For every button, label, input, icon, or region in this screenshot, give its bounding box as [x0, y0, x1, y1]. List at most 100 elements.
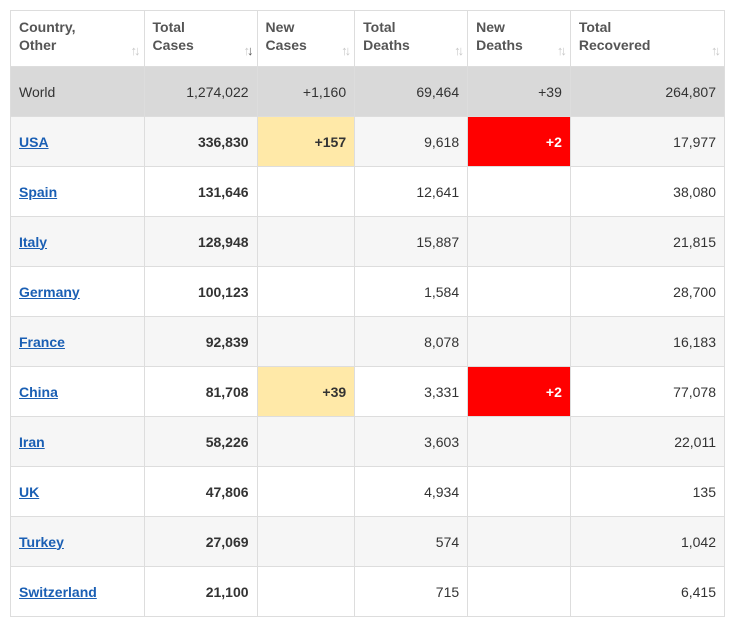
cell-total-deaths: 3,331: [355, 367, 468, 417]
cell-total-recovered: 21,815: [570, 217, 724, 267]
col-label: Country,Other: [19, 19, 76, 54]
cell-total-deaths: 9,618: [355, 117, 468, 167]
sort-icon: ↑↓: [131, 43, 138, 58]
cell-new-cases: +1,160: [257, 67, 355, 117]
sort-icon: ↑↓: [557, 43, 564, 58]
col-label: TotalRecovered: [579, 19, 651, 54]
country-link[interactable]: Germany: [19, 284, 80, 300]
table-row: France92,8398,07816,183: [11, 317, 725, 367]
col-header-new-deaths[interactable]: NewDeaths ↑↓: [468, 11, 571, 67]
col-label: TotalDeaths: [363, 19, 410, 54]
cell-country: Italy: [11, 217, 145, 267]
cell-total-cases: 21,100: [144, 567, 257, 617]
cell-new-deaths: [468, 517, 571, 567]
cell-new-deaths: [468, 217, 571, 267]
cell-new-deaths: +39: [468, 67, 571, 117]
col-label: NewDeaths: [476, 19, 523, 54]
cell-total-cases: 92,839: [144, 317, 257, 367]
cell-total-cases: 131,646: [144, 167, 257, 217]
table-row: Switzerland 21,100 715 6,415: [11, 567, 725, 617]
table-row: Germany100,1231,58428,700: [11, 267, 725, 317]
country-link[interactable]: France: [19, 334, 65, 350]
cell-new-cases: [257, 167, 355, 217]
cell-new-deaths: [468, 317, 571, 367]
country-link[interactable]: Iran: [19, 434, 45, 450]
cell-country: Iran: [11, 417, 145, 467]
cell-total-deaths: 4,934: [355, 467, 468, 517]
cell-total-deaths: 3,603: [355, 417, 468, 467]
cell-total-recovered: 38,080: [570, 167, 724, 217]
col-header-country[interactable]: Country,Other ↑↓: [11, 11, 145, 67]
cell-country: Germany: [11, 267, 145, 317]
country-link[interactable]: China: [19, 384, 58, 400]
table-row: Spain 131,646 12,641 38,080: [11, 167, 725, 217]
cell-new-deaths: [468, 467, 571, 517]
cell-total-recovered: 135: [570, 467, 724, 517]
table-row: UK 47,806 4,934 135: [11, 467, 725, 517]
cell-new-cases: [257, 317, 355, 367]
table-row: USA336,830+1579,618+217,977: [11, 117, 725, 167]
country-link[interactable]: UK: [19, 484, 39, 500]
col-label: NewCases: [266, 19, 307, 54]
cell-total-deaths: 69,464: [355, 67, 468, 117]
cell-total-recovered: 6,415: [570, 567, 724, 617]
cell-total-recovered: 1,042: [570, 517, 724, 567]
cell-new-deaths: [468, 267, 571, 317]
col-header-new-cases[interactable]: NewCases ↑↓: [257, 11, 355, 67]
col-label: TotalCases: [153, 19, 194, 54]
cell-total-cases: 100,123: [144, 267, 257, 317]
cell-new-cases: [257, 467, 355, 517]
country-link[interactable]: Italy: [19, 234, 47, 250]
cell-new-deaths: [468, 417, 571, 467]
table-row: Turkey 27,069 574 1,042: [11, 517, 725, 567]
cell-total-deaths: 574: [355, 517, 468, 567]
cell-country: USA: [11, 117, 145, 167]
cell-total-recovered: 22,011: [570, 417, 724, 467]
cell-new-cases: [257, 567, 355, 617]
table-body: World1,274,022+1,16069,464+39264,807USA3…: [11, 67, 725, 617]
cell-total-recovered: 28,700: [570, 267, 724, 317]
table-row: Iran58,2263,60322,011: [11, 417, 725, 467]
cell-total-cases: 27,069: [144, 517, 257, 567]
cell-total-deaths: 15,887: [355, 217, 468, 267]
cell-country: Switzerland: [11, 567, 145, 617]
cell-new-cases: [257, 217, 355, 267]
cell-new-cases: [257, 517, 355, 567]
cell-country: China: [11, 367, 145, 417]
cell-total-cases: 47,806: [144, 467, 257, 517]
country-link[interactable]: Spain: [19, 184, 57, 200]
cell-total-deaths: 12,641: [355, 167, 468, 217]
col-header-total-deaths[interactable]: TotalDeaths ↑↓: [355, 11, 468, 67]
country-link[interactable]: Turkey: [19, 534, 64, 550]
country-link[interactable]: USA: [19, 134, 49, 150]
cell-total-cases: 1,274,022: [144, 67, 257, 117]
covid-stats-table: Country,Other ↑↓ TotalCases ↑↓ NewCases …: [10, 10, 725, 617]
cell-total-cases: 128,948: [144, 217, 257, 267]
cell-country: Turkey: [11, 517, 145, 567]
cell-country: World: [11, 67, 145, 117]
cell-new-deaths: [468, 167, 571, 217]
cell-country: Spain: [11, 167, 145, 217]
cell-new-cases: [257, 417, 355, 467]
table-row: Italy 128,948 15,887 21,815: [11, 217, 725, 267]
country-link[interactable]: Switzerland: [19, 584, 97, 600]
table-header-row: Country,Other ↑↓ TotalCases ↑↓ NewCases …: [11, 11, 725, 67]
cell-new-deaths: +2: [468, 117, 571, 167]
cell-new-cases: +157: [257, 117, 355, 167]
world-row: World1,274,022+1,16069,464+39264,807: [11, 67, 725, 117]
cell-country: France: [11, 317, 145, 367]
cell-country: UK: [11, 467, 145, 517]
col-header-total-cases[interactable]: TotalCases ↑↓: [144, 11, 257, 67]
sort-icon: ↑↓: [711, 43, 718, 58]
cell-new-deaths: +2: [468, 367, 571, 417]
cell-total-recovered: 17,977: [570, 117, 724, 167]
sort-icon: ↑↓: [454, 43, 461, 58]
sort-icon: ↑↓: [341, 43, 348, 58]
cell-new-cases: +39: [257, 367, 355, 417]
cell-new-deaths: [468, 567, 571, 617]
table-row: China81,708+393,331+277,078: [11, 367, 725, 417]
col-header-total-recovered[interactable]: TotalRecovered ↑↓: [570, 11, 724, 67]
cell-total-deaths: 715: [355, 567, 468, 617]
sort-icon: ↑↓: [244, 43, 251, 58]
cell-new-cases: [257, 267, 355, 317]
